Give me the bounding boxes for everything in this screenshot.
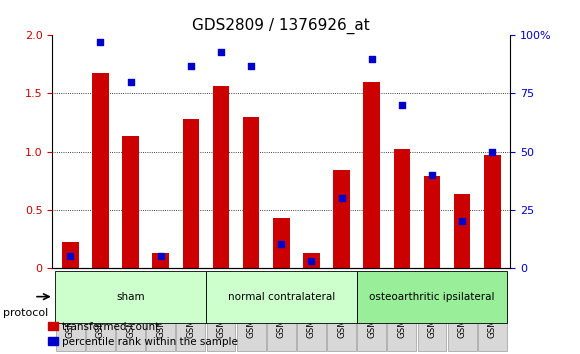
Point <box>307 258 316 263</box>
Point <box>367 56 376 62</box>
Text: GSM200589: GSM200589 <box>246 285 256 338</box>
Text: GSM200596: GSM200596 <box>186 285 195 338</box>
Text: GSM200584: GSM200584 <box>66 285 75 338</box>
Bar <box>424 176 440 268</box>
FancyBboxPatch shape <box>357 270 508 323</box>
Point <box>397 102 407 108</box>
FancyBboxPatch shape <box>206 272 235 351</box>
Point <box>126 79 135 85</box>
Bar <box>153 252 169 268</box>
Bar <box>273 218 289 268</box>
Text: GSM200595: GSM200595 <box>156 285 165 338</box>
Bar <box>454 194 470 268</box>
Point <box>458 218 467 224</box>
Text: protocol: protocol <box>3 308 48 318</box>
FancyBboxPatch shape <box>206 270 357 323</box>
Legend: transformed count, percentile rank within the sample: transformed count, percentile rank withi… <box>46 319 241 349</box>
Title: GDS2809 / 1376926_at: GDS2809 / 1376926_at <box>193 18 370 34</box>
Bar <box>303 252 320 268</box>
Point <box>488 149 497 154</box>
FancyBboxPatch shape <box>146 272 175 351</box>
FancyBboxPatch shape <box>327 272 356 351</box>
Bar <box>484 155 501 268</box>
FancyBboxPatch shape <box>478 272 507 351</box>
Point <box>277 241 286 247</box>
Point <box>427 172 437 178</box>
Bar <box>122 136 139 268</box>
Point <box>66 253 75 259</box>
Text: osteoarthritic ipsilateral: osteoarthritic ipsilateral <box>369 292 495 302</box>
Point <box>186 63 195 68</box>
Bar <box>394 149 410 268</box>
Text: GSM200587: GSM200587 <box>458 285 467 338</box>
FancyBboxPatch shape <box>297 272 326 351</box>
Text: GSM200586: GSM200586 <box>427 285 437 338</box>
Text: sham: sham <box>116 292 145 302</box>
Text: GSM200594: GSM200594 <box>126 285 135 338</box>
FancyBboxPatch shape <box>86 272 115 351</box>
Bar <box>183 119 199 268</box>
FancyBboxPatch shape <box>116 272 145 351</box>
FancyBboxPatch shape <box>237 272 266 351</box>
Point <box>246 63 256 68</box>
Point <box>156 253 165 259</box>
Point <box>216 49 226 55</box>
Bar <box>364 82 380 268</box>
FancyBboxPatch shape <box>418 272 447 351</box>
Text: GSM200591: GSM200591 <box>307 285 316 338</box>
FancyBboxPatch shape <box>387 272 416 351</box>
Bar <box>334 170 350 268</box>
Text: normal contralateral: normal contralateral <box>228 292 335 302</box>
Text: GSM200593: GSM200593 <box>96 285 105 338</box>
FancyBboxPatch shape <box>267 272 296 351</box>
Bar <box>213 86 229 268</box>
Point <box>337 195 346 201</box>
Text: GSM200585: GSM200585 <box>397 285 407 338</box>
Bar <box>62 242 78 268</box>
Text: GSM199974: GSM199974 <box>216 286 226 338</box>
Point <box>96 40 105 45</box>
Text: GSM199973: GSM199973 <box>367 286 376 338</box>
Bar <box>92 73 108 268</box>
Text: GSM200592: GSM200592 <box>337 285 346 338</box>
FancyBboxPatch shape <box>176 272 205 351</box>
FancyBboxPatch shape <box>448 272 477 351</box>
FancyBboxPatch shape <box>56 272 85 351</box>
Text: GSM200588: GSM200588 <box>488 285 497 338</box>
Bar <box>243 117 259 268</box>
FancyBboxPatch shape <box>55 270 206 323</box>
FancyBboxPatch shape <box>357 272 386 351</box>
Text: GSM200590: GSM200590 <box>277 285 286 338</box>
